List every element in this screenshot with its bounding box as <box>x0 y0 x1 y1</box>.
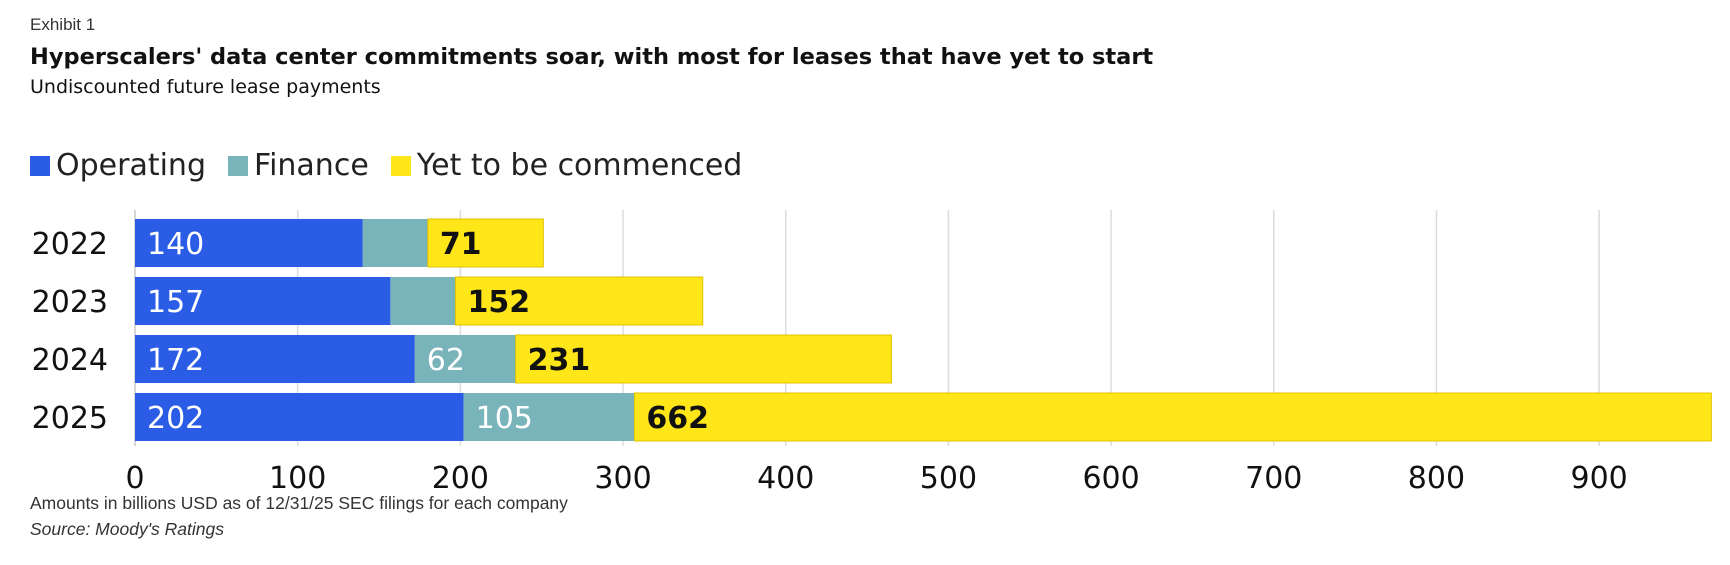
data-label-yet-to-be-commenced-2022: 71 <box>440 227 482 262</box>
bar-operating-2023 <box>135 277 391 325</box>
x-tick-label-700: 700 <box>1245 461 1302 490</box>
bar-finance-2025 <box>463 393 635 441</box>
bar-operating-2024 <box>135 335 415 383</box>
bar-finance-2024 <box>414 335 516 383</box>
legend-item-finance: Finance <box>228 148 369 184</box>
chart-source: Source: Moody's Ratings <box>30 519 224 539</box>
legend-swatch-yet-to-be-commenced <box>390 156 411 176</box>
bar-yet-to-be-commenced-2022 <box>427 218 544 268</box>
legend-item-operating: Operating <box>30 148 206 184</box>
legend-swatch-operating <box>30 156 50 176</box>
chart-subtitle: Undiscounted future lease payments <box>30 76 381 98</box>
category-label-2025: 2025 <box>32 401 108 436</box>
data-label-yet-to-be-commenced-2024: 231 <box>528 343 591 378</box>
x-tick-label-300: 300 <box>594 461 651 490</box>
legend-label-finance: Finance <box>254 148 369 183</box>
data-label-operating-2025: 202 <box>147 401 204 436</box>
chart-area: 2022 140 71 2023 157 152 2024 172 62 231 2025 202 10… <box>0 200 1730 490</box>
chart-title: Hyperscalers' data center commitments so… <box>30 44 1154 70</box>
data-label-finance-2025: 105 <box>476 401 533 436</box>
legend-swatch-finance <box>228 156 248 176</box>
category-label-2024: 2024 <box>32 343 108 378</box>
bar-operating-2022 <box>135 219 363 267</box>
legend-item-yet-to-be-commenced: Yet to be commenced <box>390 148 743 184</box>
legend-label-operating: Operating <box>56 148 206 183</box>
legend-label-yet-to-be-commenced: Yet to be commenced <box>416 148 743 183</box>
data-label-finance-2024: 62 <box>427 343 465 378</box>
bar-yet-to-be-commenced-2025 <box>633 392 1712 442</box>
data-label-yet-to-be-commenced-2023: 152 <box>467 285 530 320</box>
bar-finance-2023 <box>390 277 456 325</box>
x-tick-label-900: 900 <box>1570 461 1627 490</box>
bar-yet-to-be-commenced-2024 <box>515 334 892 384</box>
data-label-operating-2024: 172 <box>147 343 204 378</box>
bar-chart: 2022 140 71 2023 157 152 2024 172 62 231 2025 202 10… <box>32 210 1712 490</box>
data-label-yet-to-be-commenced-2025: 662 <box>646 401 709 436</box>
x-tick-label-600: 600 <box>1082 461 1139 490</box>
bar-finance-2022 <box>362 219 428 267</box>
data-label-operating-2022: 140 <box>147 227 204 262</box>
exhibit-label: Exhibit 1 <box>30 15 96 34</box>
category-label-2022: 2022 <box>32 227 108 262</box>
category-label-2023: 2023 <box>32 285 108 320</box>
x-tick-label-400: 400 <box>757 461 814 490</box>
x-tick-label-800: 800 <box>1408 461 1465 490</box>
bar-operating-2025 <box>135 393 464 441</box>
chart-legend: Operating Finance Yet to be commenced <box>30 148 764 184</box>
x-tick-label-500: 500 <box>920 461 977 490</box>
bar-yet-to-be-commenced-2023 <box>454 276 704 326</box>
x-tick-label-100: 100 <box>269 461 326 490</box>
chart-header: Exhibit 1 Hyperscalers' data center comm… <box>30 14 1690 100</box>
data-label-operating-2023: 157 <box>147 285 204 320</box>
chart-footnote: Amounts in billions USD as of 12/31/25 S… <box>30 493 568 513</box>
x-tick-label-0: 0 <box>125 461 144 490</box>
x-tick-label-200: 200 <box>432 461 489 490</box>
